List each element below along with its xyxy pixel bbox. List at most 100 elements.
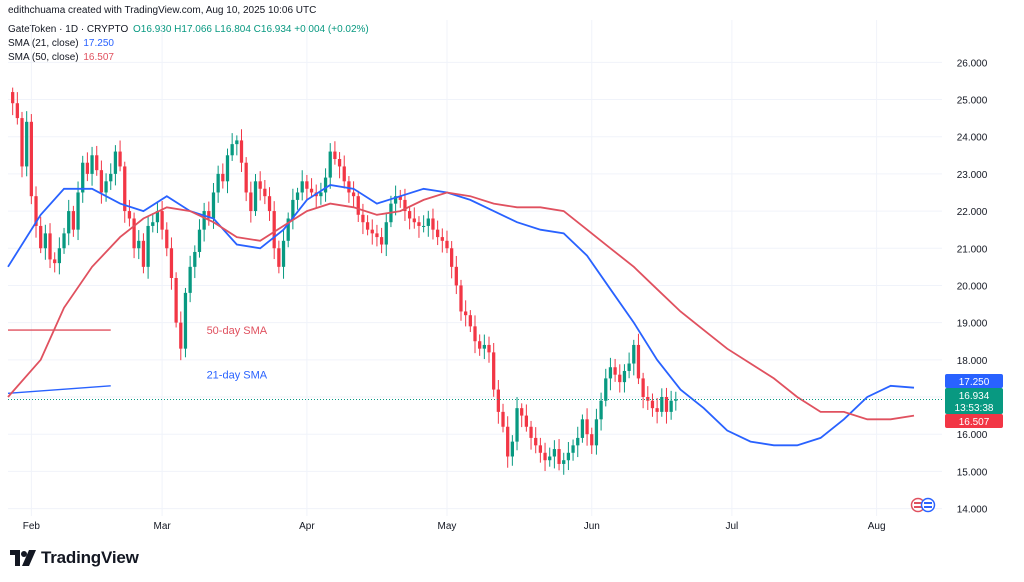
candle-body <box>253 181 258 212</box>
time-tick-label: Mar <box>153 521 171 532</box>
candle-body <box>375 233 379 238</box>
sma21-legend-label: SMA (21, close) <box>8 38 79 49</box>
candle-body <box>207 211 211 219</box>
price-tick-label: 22.000 <box>957 207 988 218</box>
symbol-name: GateToken · 1D · CRYPTO <box>8 24 129 35</box>
candle-body <box>361 214 365 223</box>
candle-body <box>365 222 370 230</box>
candle-body <box>328 151 332 178</box>
candle-body <box>211 192 216 219</box>
candle-body <box>323 177 328 193</box>
trend-line <box>7 385 111 394</box>
candle-body <box>492 352 496 390</box>
candle-body <box>249 192 253 212</box>
candle-body <box>431 218 435 230</box>
sma-lines <box>7 184 915 447</box>
price-tick-label: 19.000 <box>957 319 988 330</box>
candle-body <box>160 211 164 230</box>
candle-body <box>25 121 29 167</box>
candle-body <box>90 155 94 174</box>
candle-body <box>370 229 374 234</box>
candle-body <box>99 170 104 193</box>
sma50-line <box>7 191 915 421</box>
flag-stripe <box>924 506 932 508</box>
time-tick-label: Aug <box>868 521 886 532</box>
candle-body <box>674 399 678 401</box>
annotation-label: 50-day SMA <box>207 325 268 337</box>
candle-body <box>482 344 486 349</box>
candle-body <box>622 370 627 383</box>
candle-body <box>356 196 360 215</box>
chart-grid <box>8 20 942 516</box>
price-tick-label: 20.000 <box>957 281 988 292</box>
candle-body <box>650 400 655 409</box>
candle-body <box>169 248 174 278</box>
candle-body <box>53 259 57 264</box>
candle-body <box>604 378 608 401</box>
chart-legend: GateToken · 1D · CRYPTO O16.930 H17.066 … <box>8 23 369 65</box>
candle-body <box>590 434 594 446</box>
candle-body <box>398 196 402 200</box>
candle-body <box>155 211 160 223</box>
candle-body <box>183 292 188 349</box>
candle-body <box>473 326 477 342</box>
sma21-legend-row[interactable]: SMA (21, close) 17.250 <box>8 37 369 51</box>
candle-body <box>641 378 645 397</box>
candle-body <box>57 248 62 264</box>
candle-body <box>239 140 244 163</box>
candle-body <box>342 166 346 182</box>
candle-body <box>174 278 178 323</box>
candle-body <box>244 162 248 193</box>
price-axis[interactable]: 14.00015.00016.00017.00018.00019.00020.0… <box>957 58 988 515</box>
candle-body <box>459 285 463 312</box>
candle-body <box>67 211 71 234</box>
candle-body <box>412 218 416 223</box>
candle-body <box>151 222 155 226</box>
candle-body <box>295 192 300 200</box>
price-label-box <box>945 388 1003 414</box>
candle-body <box>202 211 206 230</box>
candle-body <box>393 196 398 204</box>
candle-body <box>585 419 589 435</box>
candle-body <box>440 237 444 241</box>
candle-body <box>576 437 580 446</box>
candle-body <box>76 192 80 230</box>
candle-body <box>286 218 290 241</box>
candle-body <box>193 251 197 267</box>
time-tick-label: Feb <box>23 521 41 532</box>
price-tick-label: 18.000 <box>957 356 988 367</box>
candle-body <box>34 196 38 226</box>
time-tick-label: Jul <box>725 521 738 532</box>
candle-body <box>445 240 449 249</box>
candle-body <box>351 192 356 197</box>
candle-body <box>137 240 141 249</box>
candle-body <box>557 449 561 464</box>
price-tick-label: 25.000 <box>957 96 988 107</box>
candle-body <box>506 426 510 457</box>
candle-body <box>43 233 47 249</box>
time-axis[interactable]: Feb Mar Apr May Jun Jul Aug <box>23 521 886 532</box>
price-tick-label: 26.000 <box>957 58 988 69</box>
flag-icons[interactable] <box>910 497 936 513</box>
sma50-legend-row[interactable]: SMA (50, close) 16.507 <box>8 51 369 65</box>
time-tick-label: Apr <box>299 521 315 532</box>
candle-body <box>655 408 659 412</box>
candle-body <box>281 240 286 267</box>
flag-stripe <box>924 502 932 504</box>
candle-body <box>291 199 295 219</box>
symbol-row[interactable]: GateToken · 1D · CRYPTO O16.930 H17.066 … <box>8 23 369 37</box>
candle-body <box>29 121 33 197</box>
candle-body <box>664 397 669 412</box>
flag-stripe <box>914 502 922 504</box>
candle-body <box>197 229 202 252</box>
time-tick-label: Jun <box>584 521 600 532</box>
candle-body <box>524 415 529 427</box>
candle-body <box>421 225 426 227</box>
candle-body <box>636 344 641 379</box>
candle-body <box>188 266 192 293</box>
candle-body <box>417 222 421 226</box>
candle-body <box>277 248 281 267</box>
candle-body <box>580 419 585 438</box>
